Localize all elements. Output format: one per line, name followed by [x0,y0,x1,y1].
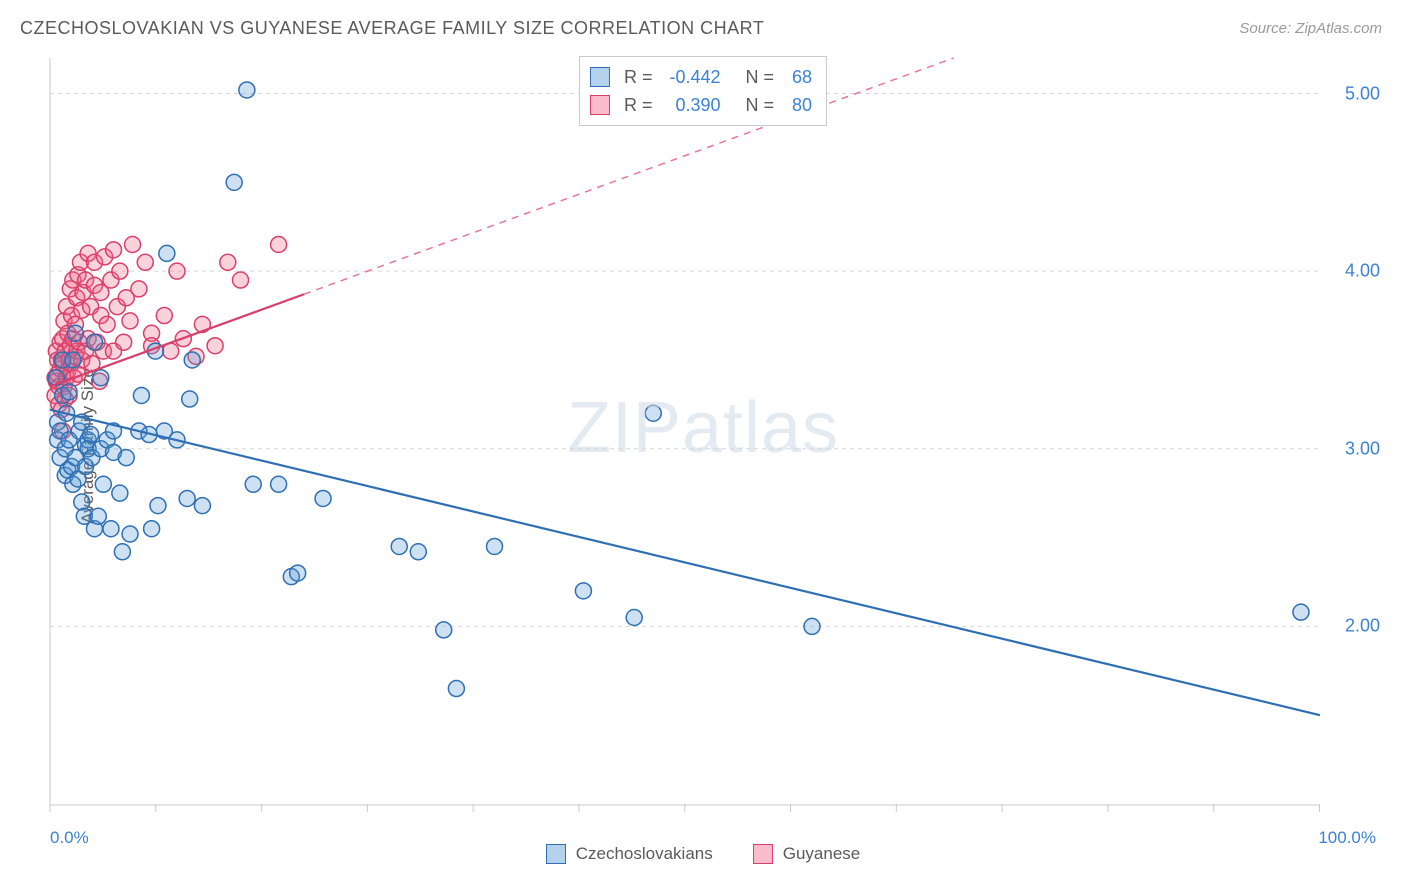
source-value: ZipAtlas.com [1295,20,1382,37]
chart-title: CZECHOSLOVAKIAN VS GUYANESE AVERAGE FAMI… [20,18,764,39]
stats-r-value-a: -0.442 [662,63,720,91]
stats-row-a: R = -0.442 N = 68 [590,63,812,91]
stats-row-b: R = 0.390 N = 80 [590,91,812,119]
y-tick-label: 2.00 [1345,616,1380,637]
legend-swatch-a [546,844,566,864]
stats-n-label: N = [746,91,775,119]
legend-label-b: Guyanese [783,844,861,864]
stats-n-value-b: 80 [784,91,812,119]
stats-n-value-a: 68 [784,63,812,91]
stats-n-label: N = [746,63,775,91]
legend-label-a: Czechoslovakians [576,844,713,864]
stats-swatch-b [590,95,610,115]
source-label: Source: [1239,20,1291,37]
stats-r-label: R = [624,63,653,91]
chart-svg [46,54,1382,814]
bottom-legend: Czechoslovakians Guyanese [0,844,1406,864]
chart-plot-area [46,54,1382,814]
legend-swatch-b [753,844,773,864]
source-attribution: Source: ZipAtlas.com [1239,20,1382,37]
stats-swatch-a [590,67,610,87]
legend-item-b: Guyanese [753,844,861,864]
legend-item-a: Czechoslovakians [546,844,713,864]
stats-r-value-b: 0.390 [662,91,720,119]
stats-legend: R = -0.442 N = 68 R = 0.390 N = 80 [579,56,827,126]
y-tick-label: 5.00 [1345,83,1380,104]
y-tick-label: 4.00 [1345,261,1380,282]
stats-r-label: R = [624,91,653,119]
y-tick-label: 3.00 [1345,438,1380,459]
y-tick-labels: 2.00 3.00 4.00 5.00 [1320,54,1380,814]
